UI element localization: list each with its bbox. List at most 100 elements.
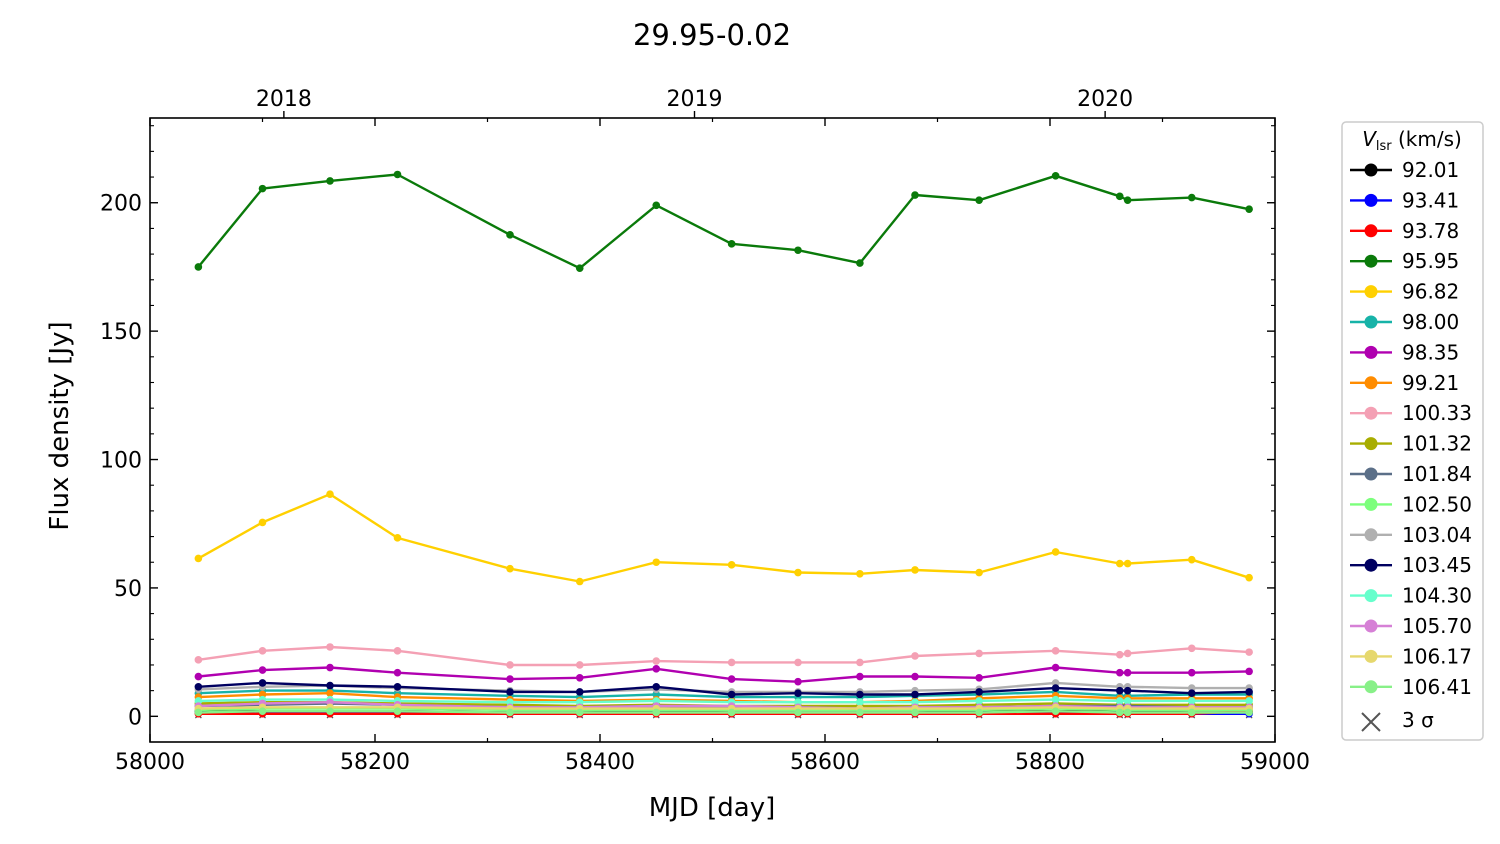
legend-item-96.82: 96.82: [1350, 280, 1459, 304]
x-axis-title: MJD [day]: [649, 793, 776, 823]
data-point: [1187, 668, 1196, 677]
data-point: [1245, 667, 1253, 676]
data-point: [1051, 684, 1060, 692]
data-point: [911, 191, 919, 199]
legend-swatch-3sigma: [1361, 712, 1381, 732]
legend-label: 102.50: [1402, 492, 1472, 516]
legend-item-102.50: 102.50: [1350, 492, 1472, 516]
y-axis-title: Flux density [Jy]: [45, 321, 75, 530]
data-point: [652, 682, 661, 691]
data-point: [575, 577, 584, 586]
data-point: [856, 672, 864, 681]
legend-swatch-marker: [1364, 680, 1378, 694]
data-point: [326, 490, 334, 498]
legend-swatch-marker: [1364, 406, 1378, 420]
legend-title-sub: lsr: [1376, 139, 1392, 154]
data-point: [1123, 686, 1132, 695]
legend-label: 98.00: [1402, 310, 1459, 334]
data-point: [856, 658, 864, 667]
legend-item-99.21: 99.21: [1350, 371, 1459, 395]
legend-title-unit: (km/s): [1392, 127, 1462, 151]
legend-items: 92.01 93.41 93.78 95.95 96.82 98.00 98.35 99.21…: [1350, 158, 1472, 699]
data-point: [1051, 695, 1060, 704]
series-96.82: [194, 490, 1253, 586]
data-point: [727, 708, 736, 717]
data-point: [1051, 548, 1060, 556]
legend-label: 105.70: [1402, 614, 1472, 638]
data-point: [1115, 650, 1124, 659]
data-point: [911, 652, 919, 660]
legend-label: 100.33: [1402, 401, 1472, 425]
data-point: [575, 264, 584, 273]
data-point: [326, 643, 334, 651]
legend-label: 101.32: [1402, 432, 1472, 456]
data-point: [856, 259, 864, 267]
data-point: [1115, 192, 1124, 201]
x-tick-label: 59000: [1240, 750, 1310, 775]
data-point: [1187, 193, 1196, 202]
data-point: [1123, 196, 1132, 204]
data-point: [575, 708, 584, 717]
data-point: [727, 240, 736, 248]
series-line: [197, 173, 1250, 270]
data-point: [856, 690, 864, 699]
data-point: [1187, 697, 1196, 705]
data-point: [575, 674, 584, 682]
data-point: [506, 231, 514, 239]
data-point: [911, 690, 919, 699]
data-point: [1115, 668, 1124, 677]
data-point: [1123, 668, 1132, 677]
data-point: [506, 688, 514, 696]
x-tick-label: 58200: [340, 750, 410, 775]
data-point: [1051, 171, 1060, 180]
y-tick-label: 200: [100, 192, 142, 217]
data-point: [911, 672, 919, 681]
y-tick-label: 150: [100, 320, 142, 345]
legend-label: 104.30: [1402, 584, 1472, 608]
data-point: [652, 558, 661, 567]
series-line: [198, 645, 1250, 667]
data-point: [1245, 648, 1253, 656]
data-point: [258, 518, 267, 527]
data-point: [1123, 708, 1132, 717]
data-point: [794, 658, 802, 667]
data-point: [727, 690, 736, 699]
data-point: [975, 697, 983, 705]
series-100.33: [194, 643, 1253, 669]
data-point: [794, 568, 802, 577]
data-point: [794, 246, 802, 255]
data-point: [856, 570, 864, 578]
data-point: [1245, 697, 1253, 705]
data-point: [975, 674, 983, 682]
data-point: [1245, 708, 1253, 717]
year-tick-label: 2020: [1077, 87, 1133, 112]
data-point: [1051, 707, 1060, 715]
legend-label: 98.35: [1402, 340, 1459, 364]
data-point: [1187, 555, 1196, 564]
legend-frame: [1341, 121, 1484, 741]
data-point: [794, 708, 802, 717]
series-95.95: [194, 170, 1253, 273]
x-tick-label: 58800: [1015, 750, 1085, 775]
data-point: [194, 682, 203, 691]
series-106.41: [194, 707, 1253, 717]
year-tick-label: 2019: [667, 87, 723, 112]
legend-item-103.45: 103.45: [1350, 553, 1472, 577]
y-tick-label: 0: [128, 705, 142, 730]
data-point: [975, 568, 983, 577]
data-point: [652, 708, 661, 717]
data-point: [727, 658, 736, 667]
legend-swatch-marker: [1364, 528, 1378, 542]
data-point: [1187, 708, 1196, 717]
data-point: [258, 707, 267, 715]
data-point: [393, 668, 402, 677]
data-point: [194, 656, 203, 664]
data-point: [652, 201, 661, 210]
legend-swatch-marker: [1364, 376, 1378, 390]
legend-swatch-marker: [1364, 558, 1378, 572]
legend-swatch-marker: [1364, 193, 1378, 207]
x-tick-label: 58400: [565, 750, 635, 775]
legend-item-100.33: 100.33: [1350, 401, 1472, 425]
legend-label: 96.82: [1402, 280, 1459, 304]
legend-swatch-marker: [1364, 315, 1378, 329]
